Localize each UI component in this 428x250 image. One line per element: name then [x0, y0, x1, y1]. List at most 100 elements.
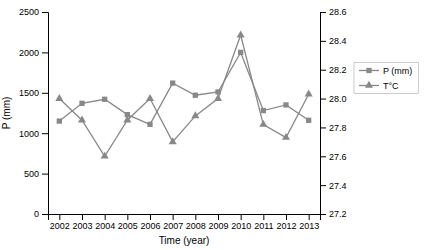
tick: 27.6	[320, 152, 347, 162]
tick: 2500	[19, 7, 48, 17]
tick-label: 2006	[140, 221, 160, 231]
tick-label: 2000	[19, 48, 39, 58]
tick-mark	[127, 214, 128, 220]
plot-area: 2002200320042005200620072008200920102011…	[1, 7, 418, 246]
tick-mark	[59, 214, 60, 220]
tick: 27.4	[320, 181, 347, 191]
y-axis: 0 500 1000 1500 2000 2500	[19, 7, 49, 219]
tick: 1500	[19, 88, 48, 98]
tick-label: 2012	[276, 221, 296, 231]
point	[101, 152, 109, 159]
y-axis-title: P (mm)	[1, 97, 12, 130]
point	[102, 97, 107, 102]
tick-mark	[173, 214, 174, 220]
tick: 2007	[163, 214, 183, 231]
tick: 2004	[95, 214, 115, 231]
legend-label: P (mm)	[383, 66, 412, 76]
tick-mark	[320, 127, 326, 128]
tick-mark	[241, 214, 242, 220]
tick-label: 2002	[50, 221, 70, 231]
point	[170, 80, 175, 85]
point	[55, 94, 63, 101]
tick-label: 2007	[163, 221, 183, 231]
point	[146, 94, 154, 101]
tick-label: 2003	[72, 221, 92, 231]
tick-mark	[42, 133, 48, 134]
tick-label: 2009	[208, 221, 228, 231]
legend-item: T°C	[359, 81, 399, 91]
point	[123, 116, 131, 123]
tick: 2013	[299, 214, 319, 231]
y2-axis: 27.2 27.4 27.6 27.8 28.0 28.2 28.4 28.6	[320, 7, 347, 219]
legend-label: T°C	[383, 81, 399, 91]
axis-line	[321, 13, 327, 215]
tick-label: 0	[34, 209, 39, 219]
tick: 28.6	[320, 7, 347, 17]
legend: P (mm) T°C	[354, 63, 418, 94]
legend-item: P (mm)	[359, 66, 412, 76]
tick-label: 1500	[19, 88, 39, 98]
tick-mark	[320, 41, 326, 42]
tick: 27.2	[320, 209, 347, 219]
point	[147, 122, 152, 127]
point	[191, 111, 199, 118]
point	[238, 50, 243, 55]
point	[193, 93, 198, 98]
point	[57, 118, 62, 123]
tick-label: 2011	[254, 221, 273, 231]
tick-mark	[42, 12, 48, 13]
tick-label: 27.8	[329, 123, 347, 133]
tick-mark	[286, 214, 287, 220]
tick-label: 28.0	[329, 94, 347, 104]
tick-label: 1000	[19, 129, 39, 139]
tick-mark	[320, 156, 326, 157]
tick-label: 28.2	[329, 65, 347, 75]
series-group	[55, 30, 312, 158]
tick-label: 2500	[19, 7, 39, 17]
tick-mark	[320, 214, 326, 215]
tick: 27.8	[320, 123, 347, 133]
tick-label: 2004	[95, 221, 115, 231]
tick-mark	[263, 214, 264, 220]
point	[79, 101, 84, 106]
point	[78, 116, 86, 123]
tick: 28.0	[320, 94, 347, 104]
tick-label: 27.2	[329, 209, 347, 219]
tick: 2005	[118, 214, 138, 231]
x-axis-title: Time (year)	[159, 235, 210, 246]
chart: 2002200320042005200620072008200920102011…	[0, 0, 428, 250]
tick-mark	[320, 70, 326, 71]
tick: 28.4	[320, 36, 347, 46]
tick-mark	[42, 214, 48, 215]
tick: 1000	[19, 129, 48, 139]
axis-line	[42, 13, 49, 215]
tick: 2006	[140, 214, 160, 231]
tick-label: 2013	[299, 221, 319, 231]
tick-label: 2008	[186, 221, 206, 231]
point	[169, 137, 177, 144]
tick: 0	[34, 209, 48, 219]
tick-mark	[320, 12, 326, 13]
point	[283, 102, 288, 107]
tick: 2000	[19, 48, 48, 58]
line	[59, 52, 308, 124]
tick-mark	[218, 214, 219, 220]
point	[237, 30, 245, 37]
legend-frame	[354, 63, 418, 94]
legend-symbol	[366, 68, 371, 73]
tick-mark	[320, 99, 326, 100]
tick: 500	[24, 169, 48, 179]
tick: 2003	[72, 214, 92, 231]
tick-mark	[105, 214, 106, 220]
tick-mark	[150, 214, 151, 220]
point	[305, 90, 313, 97]
point	[282, 133, 290, 140]
tick-mark	[320, 185, 326, 186]
tick-mark	[42, 174, 48, 175]
tick-mark	[42, 52, 48, 53]
tick-label: 27.6	[329, 152, 347, 162]
tick-label: 500	[24, 169, 39, 179]
tick: 2011	[254, 214, 273, 231]
line	[59, 35, 308, 156]
point	[306, 118, 311, 123]
